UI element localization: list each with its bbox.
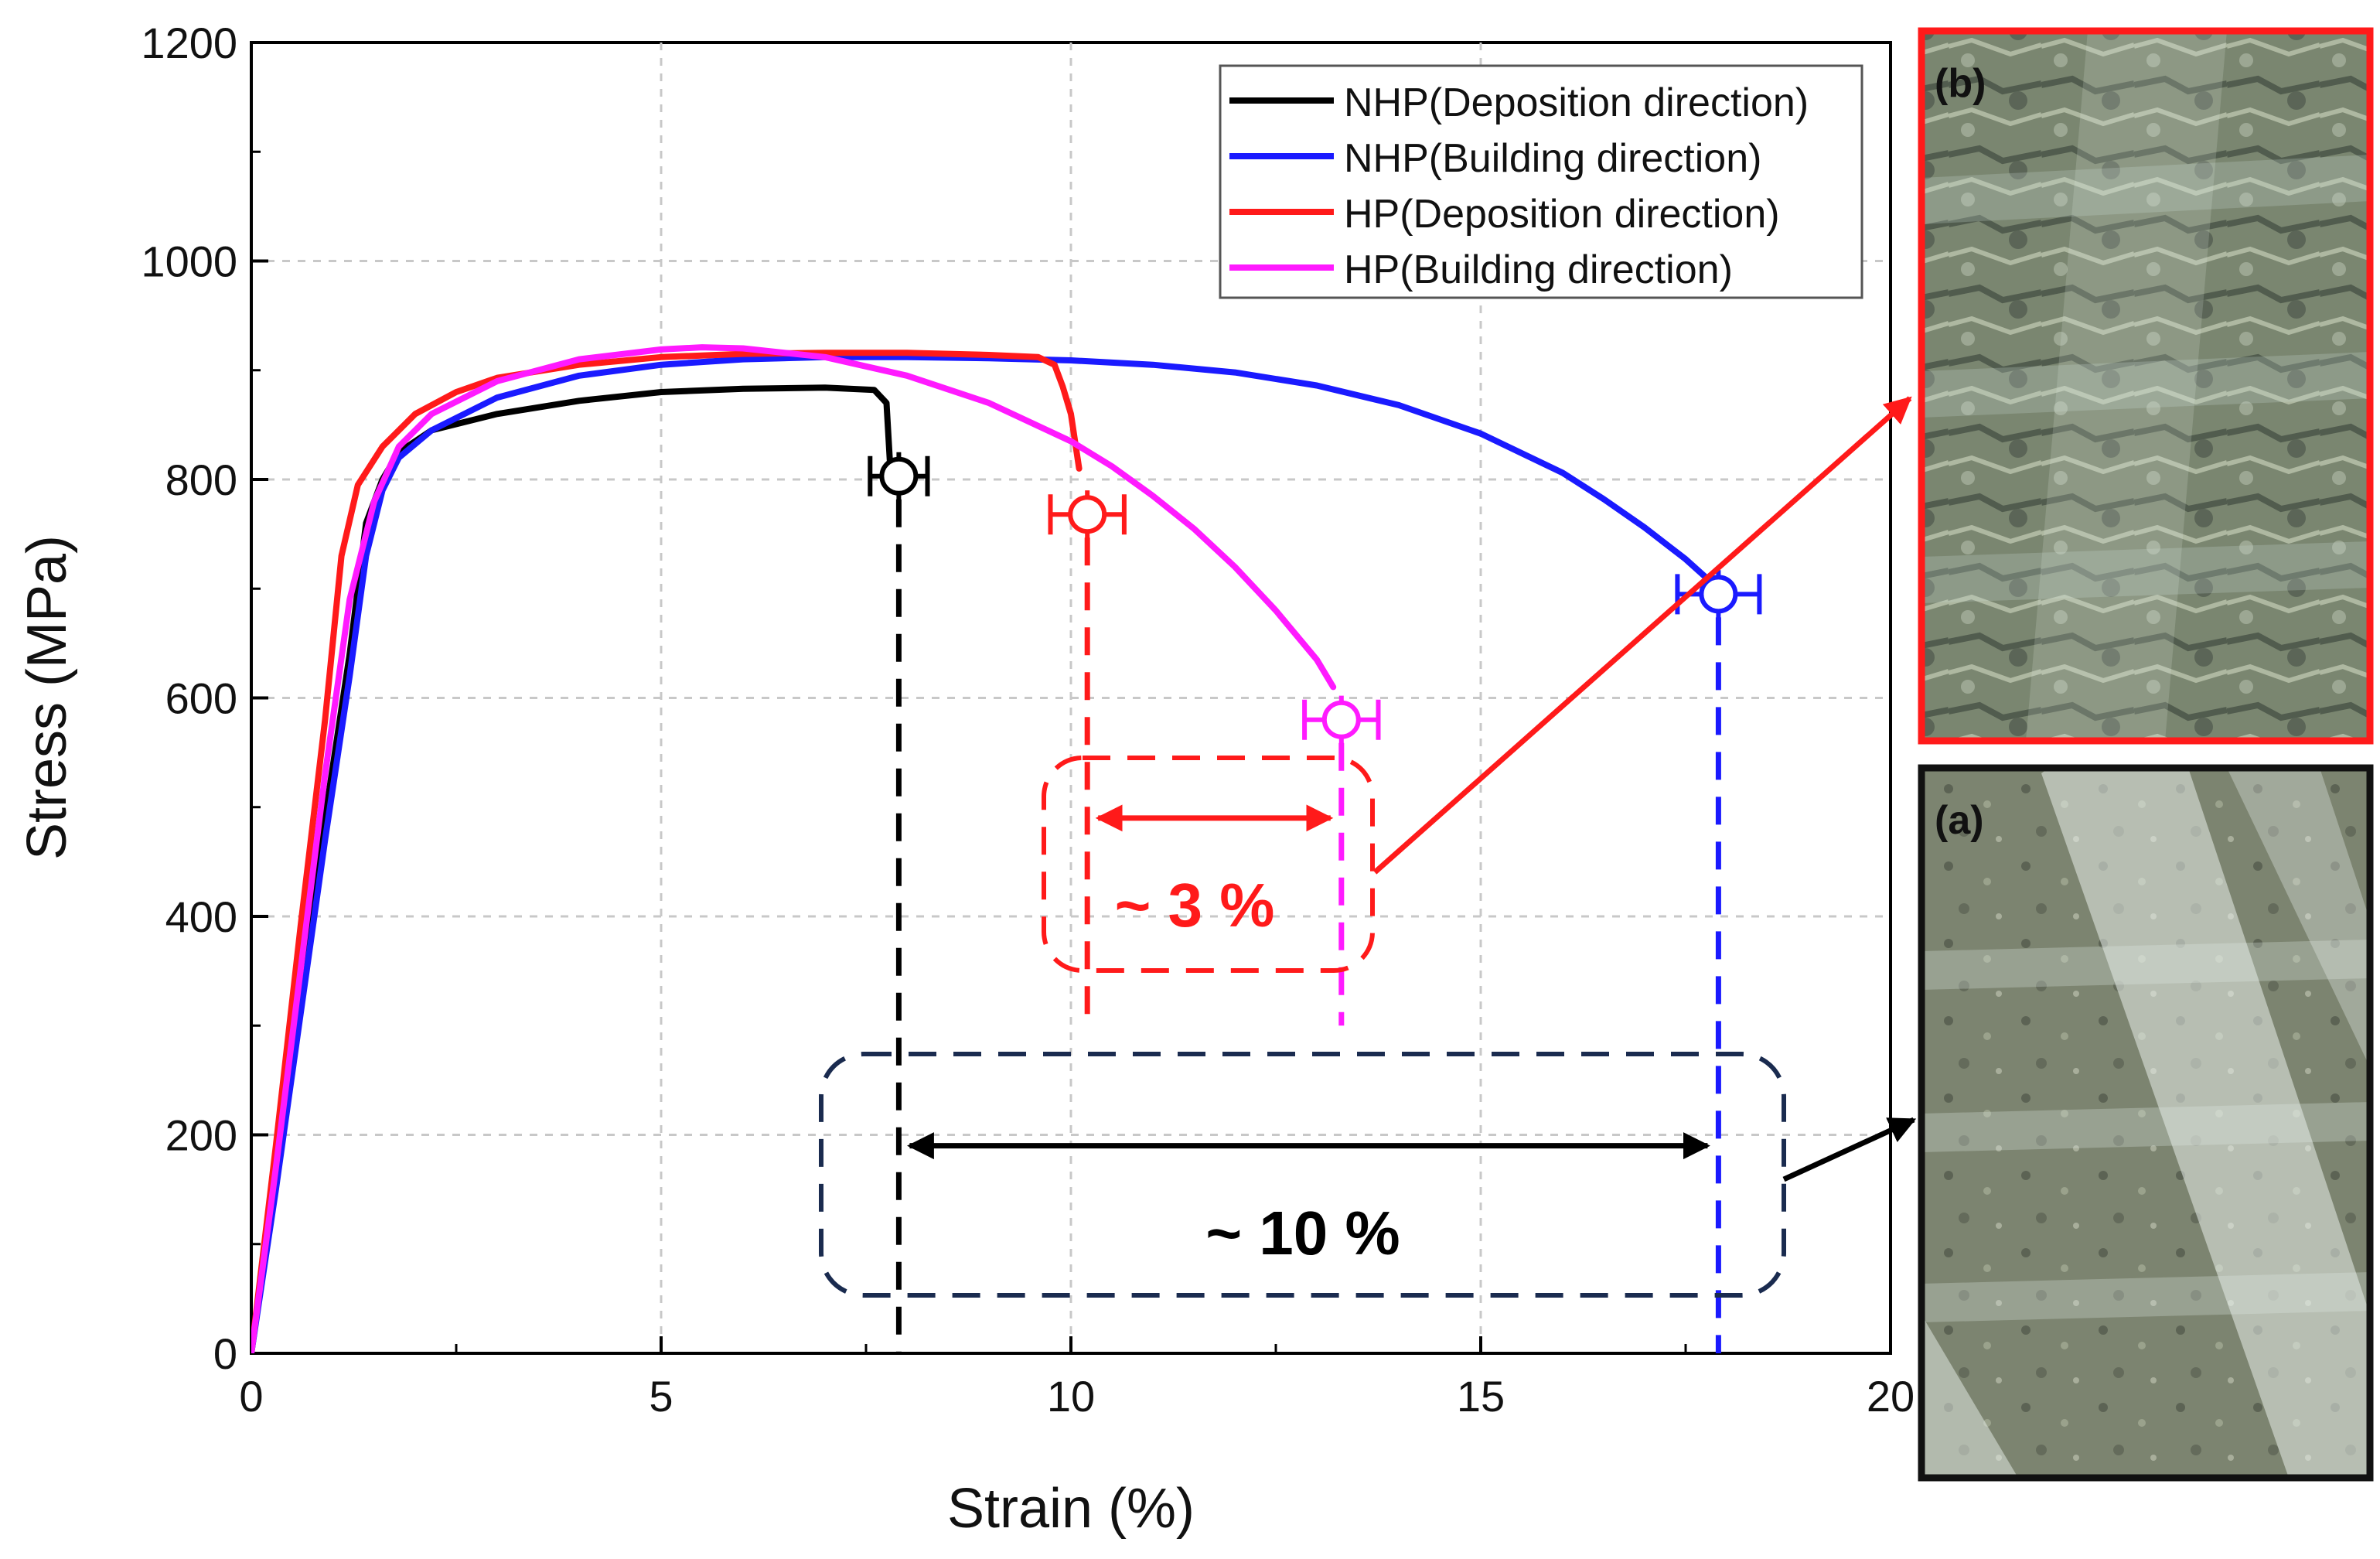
y-axis-label: Stress (MPa) bbox=[16, 535, 78, 860]
annotation-arrows bbox=[906, 804, 1710, 1160]
x-tick-label-15: 15 bbox=[1457, 1372, 1505, 1421]
series-line-2 bbox=[251, 350, 1083, 1353]
y-tick-label-1000: 1000 bbox=[141, 237, 237, 286]
x-tick-label-20: 20 bbox=[1867, 1372, 1915, 1421]
fracture-point-2 bbox=[1068, 495, 1107, 534]
micrograph-a: (a) bbox=[1918, 764, 2374, 1482]
legend-label-0: NHP(Deposition direction) bbox=[1344, 80, 1809, 125]
x-tick-label-10: 10 bbox=[1047, 1372, 1095, 1421]
x-tick-label-0: 0 bbox=[239, 1372, 263, 1421]
micrograph-b-label: (b) bbox=[1935, 61, 1986, 106]
fracture-guides bbox=[895, 499, 1721, 1353]
y-tick-label-0: 0 bbox=[213, 1329, 237, 1378]
y-tick-label-400: 400 bbox=[165, 892, 237, 941]
micrograph-b-frame bbox=[1918, 27, 2374, 745]
leader-line-b bbox=[1372, 396, 1912, 875]
y-tick-label-600: 600 bbox=[165, 674, 237, 723]
series-line-3 bbox=[251, 344, 1337, 1353]
y-tick-label-200: 200 bbox=[165, 1111, 237, 1160]
legend-box bbox=[1219, 64, 1863, 299]
legend: NHP(Deposition direction) NHP(Building d… bbox=[1219, 64, 1863, 299]
fracture-point-0 bbox=[879, 456, 919, 496]
legend-label-3: HP(Building direction) bbox=[1344, 247, 1733, 292]
fracture-point-1 bbox=[1699, 575, 1738, 614]
annotation-box-3-percent bbox=[1042, 756, 1375, 973]
legend-label-2: HP(Deposition direction) bbox=[1344, 192, 1780, 237]
y-tick-label-800: 800 bbox=[165, 455, 237, 504]
micrograph-a-label: (a) bbox=[1935, 798, 1984, 843]
micrograph-b: (b) bbox=[1918, 27, 2374, 745]
series-layer bbox=[251, 344, 1722, 1353]
y-tick-label-1200: 1200 bbox=[141, 19, 237, 67]
leader-line-a bbox=[1782, 1117, 1917, 1182]
fracture-point-3 bbox=[1321, 700, 1361, 739]
legend-label-1: NHP(Building direction) bbox=[1344, 136, 1761, 181]
annotation-3-percent-label: ~ 3 % bbox=[1115, 871, 1275, 940]
x-tick-label-5: 5 bbox=[649, 1372, 673, 1421]
annotation-10-percent-label: ~ 10 % bbox=[1205, 1199, 1400, 1267]
fracture-markers bbox=[868, 452, 1762, 744]
x-axis-label: Strain (%) bbox=[947, 1478, 1195, 1540]
micrograph-a-frame bbox=[1918, 764, 2374, 1482]
